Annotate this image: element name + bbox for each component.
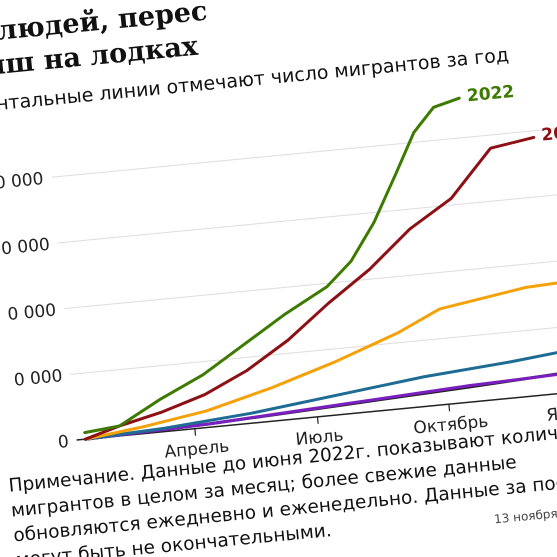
series-line	[83, 135, 536, 441]
series-line	[83, 279, 557, 441]
series-label: 2022	[466, 82, 515, 106]
y-gridline	[63, 257, 557, 310]
y-tick-label: 0 000	[0, 169, 44, 194]
y-tick-label: 0 000	[7, 300, 57, 325]
y-gridline	[51, 126, 557, 178]
x-tick	[194, 428, 197, 436]
x-axis-line	[76, 388, 557, 441]
x-tick-label: Январ	[546, 401, 557, 426]
series-label: 202	[541, 122, 557, 145]
y-gridline	[70, 323, 557, 375]
y-tick-label: 0 000	[13, 366, 63, 391]
y-gridline	[57, 191, 557, 244]
series-line	[83, 96, 461, 435]
y-tick-label: 0	[57, 432, 70, 453]
x-tick	[316, 416, 319, 424]
x-tick	[448, 404, 451, 412]
y-tick-label: 0 000	[0, 235, 50, 260]
x-tick-label: Июль	[295, 426, 345, 451]
series-line	[83, 347, 557, 441]
